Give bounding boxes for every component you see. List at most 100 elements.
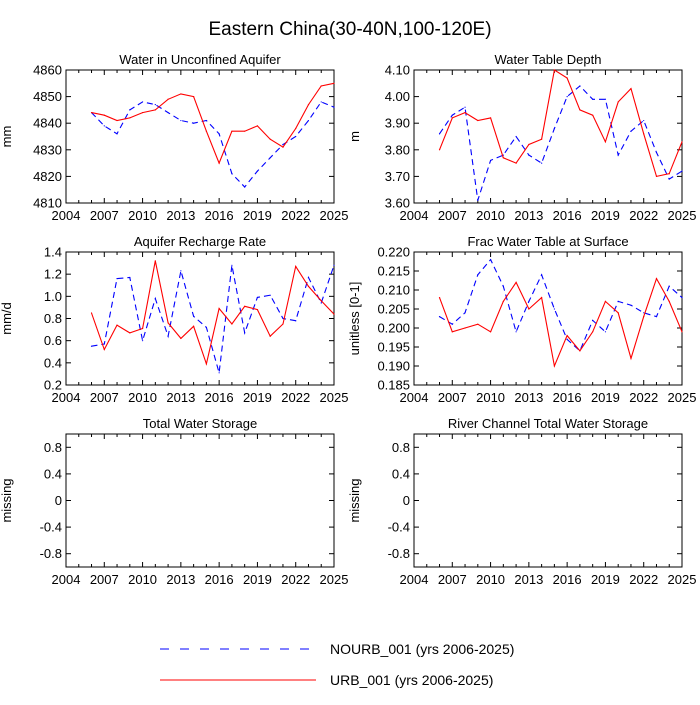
data-point-nourb [643, 119, 645, 122]
plot-frame [413, 433, 683, 568]
data-point-nourb [231, 173, 233, 175]
x-tick-label: 2016 [205, 208, 234, 223]
data-point-nourb [218, 372, 220, 374]
x-tick-label: 2016 [553, 572, 582, 587]
x-tick-label: 2004 [52, 390, 81, 405]
x-tick-label: 2004 [52, 208, 81, 223]
y-axis-label: missing [0, 478, 14, 522]
y-tick-label: 1.4 [44, 245, 62, 260]
y-tick-label: 0.185 [377, 378, 410, 393]
data-point-nourb [116, 278, 118, 280]
x-tick-label: 2007 [90, 390, 119, 405]
data-point-nourb [154, 297, 156, 300]
chart-panel: Frac Water Table at Surface 2004 2007 2010 2… [347, 234, 696, 405]
y-tick-label: 3.80 [385, 142, 410, 157]
y-axis-label: mm [0, 126, 14, 148]
data-point-urb [244, 130, 246, 132]
data-point-nourb [592, 319, 594, 321]
data-point-nourb [116, 133, 118, 135]
data-point-urb [515, 162, 517, 164]
data-point-nourb [320, 101, 322, 103]
data-point-urb [451, 331, 453, 333]
y-tick-label: 4830 [33, 142, 62, 157]
data-point-urb [592, 331, 594, 333]
data-point-nourb [256, 296, 259, 299]
data-point-urb [295, 127, 297, 130]
data-point-nourb [502, 285, 504, 287]
data-point-urb [541, 297, 543, 299]
x-tick-label: 2007 [438, 572, 467, 587]
series-line-nourb [439, 85, 683, 201]
data-point-urb [103, 114, 105, 116]
data-point-urb [438, 149, 441, 151]
data-point-nourb [681, 297, 683, 299]
x-tick-label: 2004 [52, 572, 81, 587]
y-tick-label: 0.8 [392, 440, 410, 455]
y-tick-label: 0.6 [44, 333, 62, 348]
y-tick-label: 4850 [33, 89, 62, 104]
data-point-nourb [180, 119, 182, 122]
data-point-urb [295, 265, 297, 268]
x-tick-label: 2025 [320, 390, 349, 405]
x-tick-label: 2010 [128, 208, 157, 223]
data-point-nourb [90, 345, 93, 347]
data-point-urb [528, 143, 530, 146]
x-tick-label: 2019 [591, 572, 620, 587]
data-point-nourb [205, 119, 207, 122]
data-point-urb [604, 300, 607, 302]
x-tick-label: 2010 [476, 390, 505, 405]
data-point-nourb [464, 106, 466, 108]
x-tick-label: 2013 [166, 390, 195, 405]
x-tick-label: 2010 [128, 572, 157, 587]
x-tick-label: 2013 [166, 572, 195, 587]
data-point-urb [464, 327, 466, 329]
data-point-urb [630, 88, 632, 90]
y-tick-label: 4.10 [385, 63, 410, 78]
x-tick-label: 2019 [591, 390, 620, 405]
y-tick-label: -0.4 [388, 520, 410, 535]
x-tick-label: 2007 [90, 572, 119, 587]
series-line-urb [438, 69, 683, 178]
data-point-nourb [592, 98, 594, 100]
data-point-urb [282, 146, 284, 148]
data-point-urb [320, 300, 322, 302]
data-point-urb [630, 357, 632, 359]
y-tick-label: -0.4 [40, 520, 62, 535]
y-tick-label: -0.8 [40, 546, 62, 561]
x-tick-label: 2025 [668, 390, 697, 405]
data-point-urb [205, 130, 207, 132]
legend: NOURB_001 (yrs 2006-2025) URB_001 (yrs 20… [160, 641, 514, 688]
plot-frame [413, 251, 683, 386]
y-tick-label: 0.4 [44, 466, 62, 481]
data-point-urb [116, 119, 118, 122]
data-point-urb [205, 363, 207, 365]
data-point-urb [218, 162, 220, 164]
chart-panel: Total Water Storage 2004 2007 2010 2013 2016 2… [0, 416, 348, 587]
chart-panels: Water in Unconfined Aquifer 2004 2007 2010 2… [0, 52, 696, 587]
data-point-nourb [129, 276, 131, 279]
series-line-urb [438, 277, 683, 368]
data-point-nourb [295, 320, 297, 322]
plot-frame [65, 69, 335, 204]
data-point-nourb [103, 125, 105, 127]
data-point-nourb [604, 98, 607, 100]
chart-panel: River Channel Total Water Storage 2004 200… [347, 416, 696, 587]
data-point-nourb [655, 316, 658, 318]
data-point-nourb [604, 331, 607, 333]
data-point-urb [193, 96, 195, 98]
data-point-nourb [489, 259, 492, 261]
data-point-urb [180, 337, 182, 340]
data-point-nourb [282, 143, 284, 146]
data-point-nourb [477, 274, 479, 276]
data-point-nourb [630, 130, 632, 132]
data-point-urb [141, 111, 144, 114]
data-point-nourb [154, 103, 156, 106]
chart-panel: Aquifer Recharge Rate 2004 2007 2010 2013 201… [0, 234, 348, 405]
x-tick-label: 2010 [128, 390, 157, 405]
data-point-nourb [681, 170, 683, 172]
x-tick-label: 2013 [514, 572, 543, 587]
data-point-urb [528, 308, 530, 310]
panel-title: Water in Unconfined Aquifer [119, 52, 281, 67]
data-point-nourb [553, 308, 555, 310]
data-point-nourb [489, 159, 492, 162]
